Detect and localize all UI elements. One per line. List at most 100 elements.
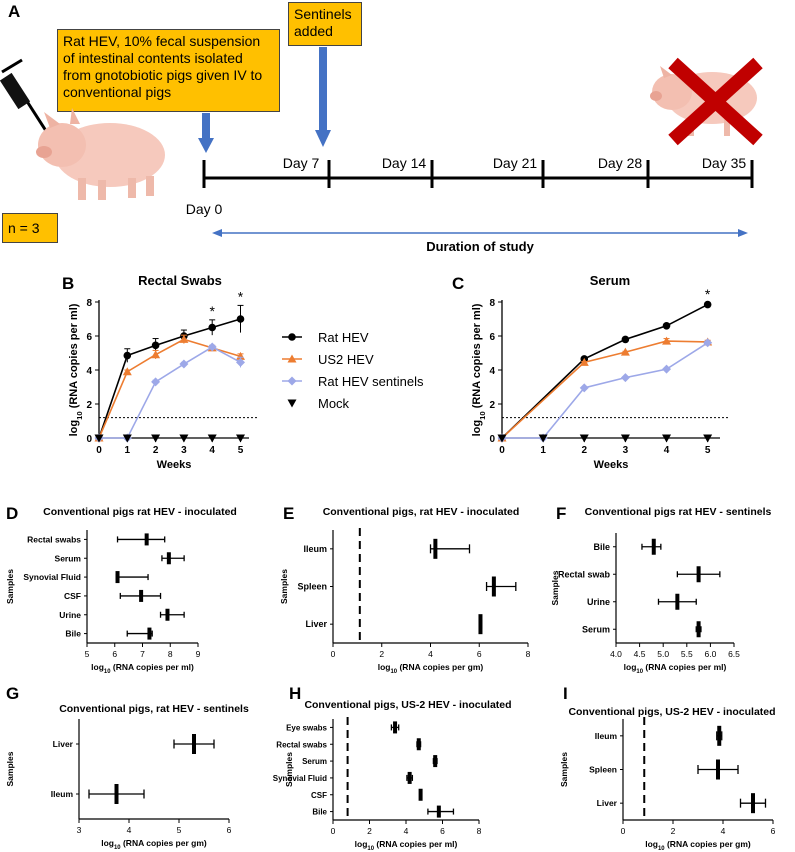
chart-title: Conventional pigs, rat HEV - inoculated — [323, 506, 520, 518]
data-point — [151, 341, 160, 350]
chart-title: Conventional pigs rat HEV - inoculated — [43, 506, 237, 518]
data-point — [122, 367, 132, 376]
mean-mark — [696, 621, 701, 638]
data-point — [179, 359, 189, 369]
x-tick-label: 3 — [181, 445, 187, 456]
x-tick-label: 2 — [581, 445, 587, 456]
x-tick-label: 3 — [623, 445, 629, 456]
row-liver: Liver — [597, 793, 767, 814]
significance-mark: * — [705, 286, 711, 302]
x-tick-label: 2 — [153, 445, 159, 456]
x-tick-label: 1 — [540, 445, 546, 456]
x-tick-label: 9 — [196, 649, 201, 659]
legend-marker — [287, 354, 297, 363]
row-label: Synovial Fluid — [23, 572, 81, 582]
row-bile: Bile — [312, 805, 455, 818]
day-label: Day 21 — [493, 155, 538, 171]
x-axis-label: log10 (RNA copies per gm) — [101, 838, 207, 851]
x-tick-label: 5 — [238, 445, 244, 456]
row-label: Rectal swab — [558, 569, 611, 579]
series-rat-hev-sentinels — [94, 342, 246, 443]
x-tick-label: 6.5 — [728, 649, 740, 659]
x-axis-label: log10 (RNA copies per gm) — [378, 662, 484, 675]
data-point — [151, 377, 161, 387]
inoculation-arrow — [198, 113, 214, 153]
data-point — [620, 347, 630, 356]
sentinels-arrow — [315, 47, 331, 147]
x-tick-label: 4 — [209, 445, 215, 456]
data-point — [151, 350, 161, 359]
x-tick-label: 5 — [705, 445, 711, 456]
row-label: Ileum — [595, 731, 618, 741]
forest-chart-I: Conventional pigs, US-2 HEV - inoculated… — [559, 706, 776, 852]
n-label: n = 3 — [2, 213, 58, 243]
series-mock — [497, 434, 713, 443]
x-axis-label: Weeks — [594, 459, 629, 471]
duration-arrow — [212, 229, 748, 237]
row-csf: CSF — [311, 788, 423, 801]
y-axis-label: Samples — [5, 569, 15, 604]
data-point — [94, 434, 104, 443]
y-tick-label: 0 — [86, 434, 92, 445]
row-ileum: Ileum — [303, 538, 471, 559]
series-line — [501, 340, 708, 439]
series-line — [98, 318, 241, 439]
mean-mark — [433, 538, 438, 559]
y-tick-label: 0 — [489, 434, 495, 445]
data-point — [179, 434, 189, 443]
x-tick-label: 4.5 — [634, 649, 646, 659]
series-line — [98, 338, 241, 439]
significance-mark: * — [209, 303, 215, 319]
mean-mark — [651, 538, 656, 555]
x-tick-label: 4 — [721, 826, 726, 836]
y-tick-label: 4 — [86, 366, 92, 377]
x-tick-label: 5 — [85, 649, 90, 659]
mean-mark — [436, 805, 441, 818]
data-point — [662, 322, 671, 330]
row-synovial-fluid: Synovial Fluid — [273, 771, 414, 784]
series-line — [99, 346, 241, 439]
panel-letter-h: H — [289, 684, 302, 703]
timeline-diagram: Day 0 Day 7 Day 14 Day 21 Day 28 Day 35 Durat… — [0, 47, 763, 254]
row-label: Liver — [305, 619, 327, 629]
data-point — [662, 336, 672, 345]
legend-label: Mock — [318, 396, 350, 411]
x-tick-label: 4 — [428, 649, 433, 659]
data-point — [123, 351, 132, 360]
y-tick-label: 6 — [86, 332, 92, 343]
data-point — [208, 323, 217, 332]
mean-mark — [165, 608, 170, 621]
data-point — [179, 334, 189, 343]
y-axis-label: Samples — [5, 751, 15, 786]
y-axis-label: Samples — [559, 752, 569, 787]
panel-letter-d: D — [6, 504, 19, 523]
x-axis-label: Weeks — [157, 459, 192, 471]
data-point — [497, 434, 507, 443]
mean-mark — [751, 793, 755, 814]
x-tick-label: 2 — [379, 649, 384, 659]
x-axis-label: log10 (RNA copies per gm) — [645, 839, 751, 852]
series-rat-hev-sentinels — [497, 338, 713, 443]
legend-marker — [287, 399, 297, 408]
x-tick-label: 6 — [112, 649, 117, 659]
legend-marker — [287, 376, 297, 386]
series-us2-hev — [94, 334, 246, 442]
significance-mark: * — [238, 288, 244, 304]
mean-mark — [696, 566, 701, 583]
mean-mark — [139, 589, 144, 602]
y-tick-label: 2 — [489, 400, 495, 411]
row-label: Spleen — [297, 582, 327, 592]
data-point — [236, 357, 246, 367]
row-label: Ileum — [51, 789, 74, 799]
x-tick-label: 0 — [331, 826, 336, 836]
y-axis-label: Samples — [284, 752, 294, 787]
data-point — [579, 434, 589, 443]
row-liver: Liver — [53, 734, 215, 754]
x-tick-label: 4 — [127, 825, 132, 835]
row-liver: Liver — [305, 614, 483, 635]
mean-mark — [418, 788, 423, 801]
y-tick-label: 8 — [86, 298, 92, 309]
row-spleen: Spleen — [297, 576, 517, 597]
mean-mark — [675, 593, 680, 610]
